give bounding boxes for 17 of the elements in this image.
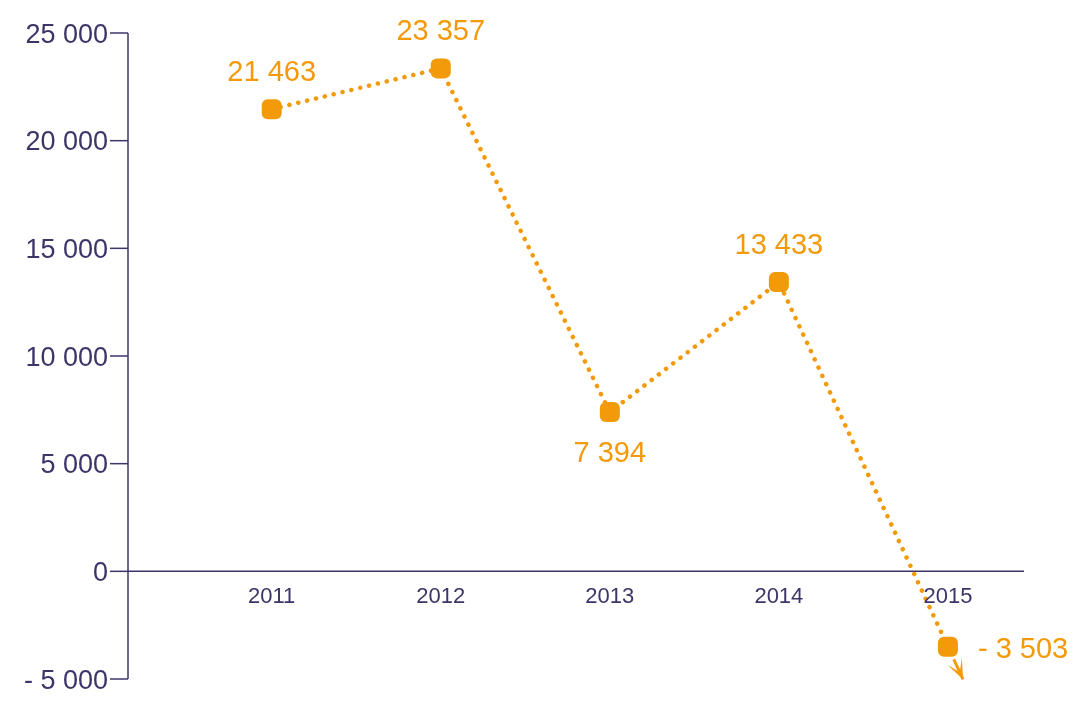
- x-tick-label: 2011: [248, 583, 296, 609]
- y-tick-label: 25 000: [25, 18, 108, 49]
- y-tick-label: 15 000: [25, 233, 108, 264]
- y-tick-label: 10 000: [25, 341, 108, 372]
- x-tick-label: 2012: [416, 583, 466, 609]
- data-label: 23 357: [396, 14, 486, 47]
- x-tick-label: 2014: [754, 583, 804, 609]
- data-label: 21 463: [227, 55, 317, 88]
- data-label: - 3 503: [977, 631, 1069, 664]
- y-tick-label: 20 000: [25, 126, 108, 157]
- data-label: 7 394: [573, 436, 647, 469]
- y-tick-label: 5 000: [40, 449, 108, 480]
- data-label: 13 433: [734, 228, 824, 261]
- y-tick-label: - 5 000: [23, 664, 108, 695]
- x-tick-label: 2013: [585, 583, 635, 609]
- y-tick-label: 0: [92, 556, 108, 587]
- x-tick-label: 2015: [923, 583, 973, 609]
